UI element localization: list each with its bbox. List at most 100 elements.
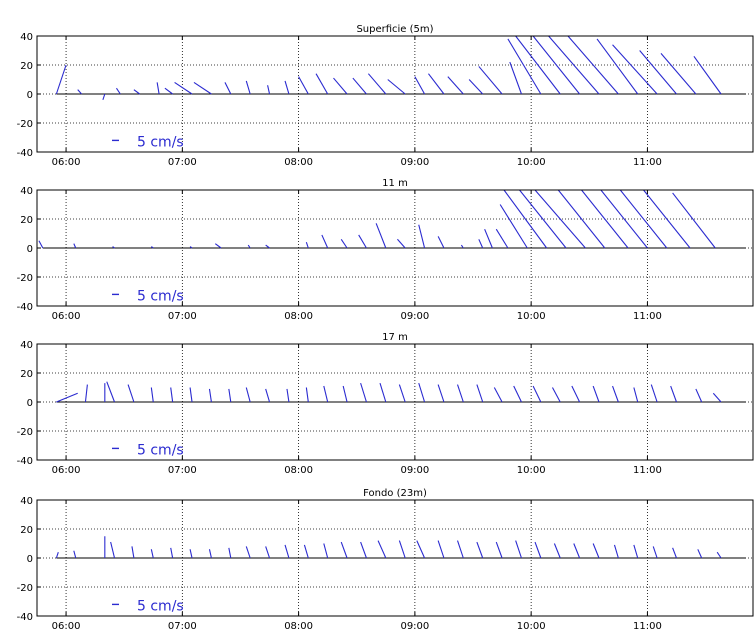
current-stick <box>379 382 387 403</box>
current-stick <box>571 385 581 403</box>
scale-label: 5 cm/s <box>137 288 184 304</box>
current-stick <box>639 50 677 95</box>
y-tick-label: 20 <box>20 215 33 226</box>
current-stick <box>360 541 367 559</box>
current-stick <box>650 384 658 403</box>
y-tick-label: 40 <box>20 496 33 507</box>
current-stick <box>352 77 367 95</box>
current-stick <box>55 552 59 559</box>
current-stick <box>672 192 716 249</box>
y-tick-label: 0 <box>27 554 33 565</box>
x-tick-label: 06:00 <box>52 621 81 630</box>
current-stick <box>643 190 691 249</box>
current-stick <box>592 385 600 403</box>
current-stick <box>115 87 121 95</box>
current-stick <box>693 55 722 95</box>
y-tick-label: 40 <box>20 186 33 197</box>
current-stick <box>581 190 629 249</box>
y-tick-label: 0 <box>27 398 33 409</box>
current-stick <box>712 392 722 403</box>
current-stick <box>519 190 567 249</box>
current-stick <box>619 190 668 249</box>
current-stick <box>245 546 251 559</box>
panel-3: 17 m 40 20 0 -20 -40 06:00 07:00 08:00 09:00 10:00… <box>17 332 754 476</box>
current-stick <box>106 381 116 403</box>
current-stick <box>532 385 542 403</box>
current-stick <box>660 53 697 95</box>
current-stick <box>77 89 82 95</box>
current-stick <box>515 36 561 95</box>
x-tick-label: 11:00 <box>633 157 662 168</box>
current-stick <box>265 546 271 559</box>
current-stick <box>323 385 329 403</box>
current-stick <box>245 80 251 95</box>
current-stick <box>398 384 406 403</box>
current-stick <box>170 547 174 559</box>
current-stick <box>652 546 658 559</box>
current-stick <box>208 388 212 403</box>
current-stick <box>437 236 445 249</box>
current-stick <box>333 77 348 95</box>
panel-title: 11 m <box>382 178 408 189</box>
current-stick <box>447 76 464 95</box>
current-stick <box>484 228 493 249</box>
current-stick <box>387 79 406 95</box>
current-stick <box>305 242 309 249</box>
current-stick <box>596 38 639 95</box>
current-stick <box>131 546 135 559</box>
y-tick-label: 40 <box>20 340 33 351</box>
current-stick <box>478 66 503 95</box>
current-stick <box>228 547 232 559</box>
current-stick <box>73 243 77 249</box>
y-tick-label: 0 <box>27 90 33 101</box>
current-stick <box>503 190 548 249</box>
x-tick-label: 10:00 <box>517 157 546 168</box>
stick-group <box>38 190 716 249</box>
current-stick <box>397 238 406 249</box>
current-stick <box>437 540 445 559</box>
current-stick <box>513 385 522 403</box>
x-tick-label: 08:00 <box>284 621 313 630</box>
current-stick <box>456 540 464 559</box>
y-tick-label: 20 <box>20 61 33 72</box>
current-stick <box>377 540 387 559</box>
current-stick <box>170 387 174 403</box>
current-stick <box>633 387 639 403</box>
current-stick <box>286 388 290 403</box>
current-stick <box>509 61 522 95</box>
x-tick-label: 11:00 <box>633 311 662 322</box>
current-stick <box>437 384 445 403</box>
panel-1: Superficie (5m) 40 20 0 -20 -40 06:00 07:00 08:0… <box>17 24 754 168</box>
current-stick <box>548 36 600 95</box>
x-tick-label: 08:00 <box>284 311 313 322</box>
x-tick-label: 11:00 <box>633 465 662 476</box>
panel-title: Fondo (23m) <box>363 488 427 499</box>
current-stick <box>150 549 154 559</box>
x-tick-label: 06:00 <box>52 157 81 168</box>
current-stick <box>156 82 160 95</box>
x-tick-label: 10:00 <box>517 465 546 476</box>
current-stick <box>398 540 406 559</box>
current-stick <box>303 544 309 559</box>
current-stick <box>164 87 173 95</box>
current-stick <box>633 544 639 559</box>
current-stick <box>515 540 522 559</box>
current-stick <box>340 541 348 559</box>
current-stick <box>73 550 77 559</box>
y-tick-label: -20 <box>17 273 33 284</box>
current-stick <box>416 540 426 559</box>
current-stick <box>358 234 367 249</box>
current-stick <box>247 244 251 249</box>
current-stick <box>340 238 348 249</box>
y-tick-label: 20 <box>20 369 33 380</box>
current-stick <box>342 385 348 403</box>
scale-label: 5 cm/s <box>137 134 184 150</box>
current-stick <box>600 190 648 249</box>
current-stick <box>460 244 464 249</box>
current-stick <box>414 76 426 95</box>
current-stick <box>321 234 329 249</box>
current-stick <box>245 387 251 403</box>
current-stick <box>367 73 387 95</box>
